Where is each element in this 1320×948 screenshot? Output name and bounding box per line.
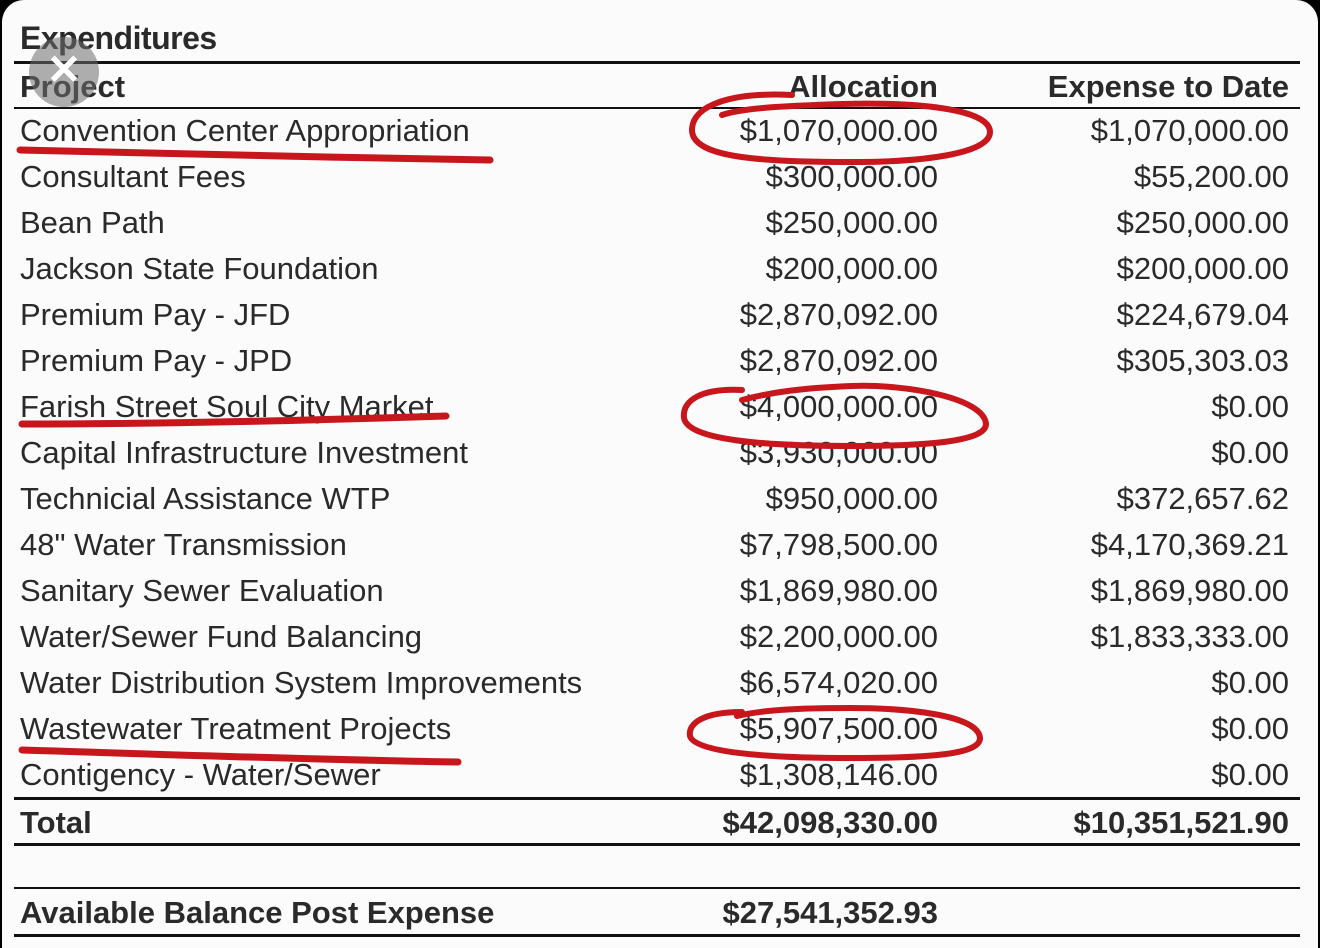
expense-cell: $0.00 (1211, 665, 1289, 700)
allocation-cell: $2,870,092.00 (739, 343, 938, 378)
allocation-cell: $7,798,500.00 (739, 527, 938, 562)
close-icon: ✕ (46, 46, 82, 93)
allocation-cell: $5,907,500.00 (739, 711, 938, 746)
header-allocation: Allocation (788, 69, 938, 104)
divider (14, 61, 1300, 64)
expense-cell: $1,833,333.00 (1090, 619, 1289, 654)
table-row: Bean Path $250,000.00 $250,000.00 (2, 200, 1318, 246)
table-row: Water Distribution System Improvements $6… (2, 660, 1318, 706)
allocation-cell: $3,930,000.00 (739, 435, 938, 470)
table-row: Water/Sewer Fund Balancing $2,200,000.00 $… (2, 614, 1318, 660)
allocation-cell: $2,870,092.00 (739, 297, 938, 332)
balance-value: $27,541,352.93 (722, 895, 939, 930)
header-row: Project Allocation Expense to Date (2, 64, 1318, 110)
divider (14, 797, 1300, 800)
table-row: Technicial Assistance WTP $950,000.00 $372… (2, 476, 1318, 522)
project-cell: Capital Infrastructure Investment (20, 435, 468, 470)
table-row: Farish Street Soul City Market $4,000,000… (2, 384, 1318, 430)
table-row: Sanitary Sewer Evaluation $1,869,980.00 $1… (2, 568, 1318, 614)
total-label: Total (20, 805, 92, 840)
allocation-cell: $250,000.00 (765, 205, 938, 240)
allocation-cell: $1,869,980.00 (739, 573, 938, 608)
table-row: Contigency - Water/Sewer $1,308,146.00 $0.… (2, 752, 1318, 798)
project-cell: Jackson State Foundation (20, 251, 379, 286)
table-row: 48" Water Transmission $7,798,500.00 $4,17… (2, 522, 1318, 568)
expense-cell: $0.00 (1211, 711, 1289, 746)
expense-cell: $200,000.00 (1116, 251, 1289, 286)
table-row: Premium Pay - JPD $2,870,092.00 $305,303.0… (2, 338, 1318, 384)
total-row: Total $42,098,330.00 $10,351,521.90 (2, 800, 1318, 846)
allocation-cell: $1,308,146.00 (739, 757, 938, 792)
total-allocation: $42,098,330.00 (722, 805, 939, 840)
expense-cell: $4,170,369.21 (1090, 527, 1289, 562)
allocation-cell: $2,200,000.00 (739, 619, 938, 654)
divider (14, 934, 1300, 937)
expense-cell: $224,679.04 (1116, 297, 1289, 332)
table-row: Premium Pay - JFD $2,870,092.00 $224,679.0… (2, 292, 1318, 338)
project-cell: Technicial Assistance WTP (20, 481, 391, 516)
divider (14, 107, 1300, 109)
expense-cell: $0.00 (1211, 435, 1289, 470)
expense-cell: $305,303.03 (1116, 343, 1289, 378)
allocation-cell: $200,000.00 (765, 251, 938, 286)
project-cell: Premium Pay - JFD (20, 297, 291, 332)
expense-cell: $1,070,000.00 (1090, 113, 1289, 148)
expense-cell: $0.00 (1211, 389, 1289, 424)
table-row: Jackson State Foundation $200,000.00 $200,… (2, 246, 1318, 292)
project-cell: Water/Sewer Fund Balancing (20, 619, 423, 654)
total-expense: $10,351,521.90 (1073, 805, 1290, 840)
project-cell: Water Distribution System Improvements (20, 665, 583, 700)
balance-label: Available Balance Post Expense (20, 895, 495, 930)
expense-cell: $55,200.00 (1133, 159, 1289, 194)
balance-row: Available Balance Post Expense $27,541,3… (2, 890, 1318, 936)
header-expense: Expense to Date (1047, 69, 1289, 104)
divider (14, 887, 1300, 889)
expense-cell: $372,657.62 (1116, 481, 1289, 516)
table-row: Capital Infrastructure Investment $3,930,… (2, 430, 1318, 476)
project-cell: Sanitary Sewer Evaluation (20, 573, 384, 608)
divider (14, 843, 1300, 846)
allocation-cell: $300,000.00 (765, 159, 938, 194)
allocation-cell: $1,070,000.00 (739, 113, 938, 148)
project-cell: Contigency - Water/Sewer (20, 757, 381, 792)
project-cell: Farish Street Soul City Market (20, 389, 434, 424)
project-cell: Wastewater Treatment Projects (20, 711, 452, 746)
table-row: Consultant Fees $300,000.00 $55,200.00 (2, 154, 1318, 200)
allocation-cell: $6,574,020.00 (739, 665, 938, 700)
expense-cell: $250,000.00 (1116, 205, 1289, 240)
project-cell: Consultant Fees (20, 159, 246, 194)
table-row: Convention Center Appropriation $1,070,00… (2, 108, 1318, 154)
expense-cell: $0.00 (1211, 757, 1289, 792)
project-cell: Convention Center Appropriation (20, 113, 470, 148)
close-button[interactable]: ✕ (29, 37, 99, 107)
table-row: Wastewater Treatment Projects $5,907,500.… (2, 706, 1318, 752)
project-cell: Bean Path (20, 205, 165, 240)
project-cell: Premium Pay - JPD (20, 343, 293, 378)
expense-cell: $1,869,980.00 (1090, 573, 1289, 608)
allocation-cell: $950,000.00 (765, 481, 938, 516)
project-cell: 48" Water Transmission (20, 527, 347, 562)
allocation-cell: $4,000,000.00 (739, 389, 938, 424)
